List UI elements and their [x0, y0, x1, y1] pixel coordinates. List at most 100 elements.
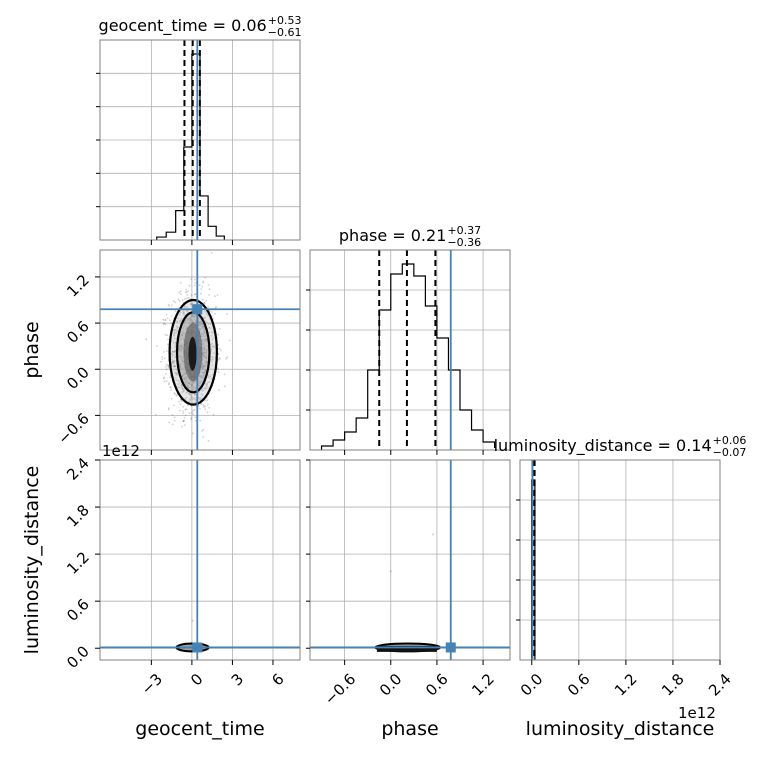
sample-point — [207, 323, 210, 326]
sample-point — [178, 348, 181, 350]
sample-point — [203, 387, 206, 390]
sample-point — [201, 285, 204, 288]
sample-point — [201, 327, 204, 329]
sample-point — [190, 314, 193, 317]
sample-point — [188, 400, 190, 403]
panel-frame-pg — [99, 249, 301, 451]
sample-point — [187, 386, 190, 389]
sample-point — [185, 397, 188, 399]
sample-point — [206, 314, 209, 317]
sample-point — [199, 407, 201, 410]
sample-point — [191, 314, 194, 316]
sample-point — [212, 337, 215, 339]
sample-point — [179, 335, 182, 338]
sample-point — [175, 379, 178, 381]
sample-point — [179, 345, 181, 347]
sample-point — [191, 411, 193, 414]
sample-point — [205, 348, 208, 351]
sample-point — [186, 385, 189, 388]
sample-point — [178, 386, 181, 389]
sample-point — [182, 374, 185, 376]
sample-point — [191, 619, 194, 622]
sample-point — [200, 376, 202, 379]
sample-point — [177, 298, 180, 301]
sample-point — [173, 332, 176, 335]
sample-point — [182, 346, 184, 349]
sample-point — [173, 404, 175, 407]
sample-point — [189, 317, 192, 319]
sample-point — [205, 334, 208, 336]
sample-point — [186, 381, 189, 384]
sample-point — [167, 365, 170, 368]
sample-point — [170, 322, 173, 325]
sample-point — [197, 316, 200, 319]
sample-point — [181, 334, 184, 336]
sample-point — [164, 333, 167, 336]
sample-point — [188, 381, 191, 384]
sample-point — [181, 374, 184, 377]
sample-point — [223, 373, 226, 376]
sample-point — [202, 374, 205, 377]
sample-point — [193, 388, 196, 391]
sample-point — [194, 322, 197, 325]
sample-point — [201, 394, 204, 397]
sample-point — [191, 319, 194, 322]
sample-point — [184, 320, 186, 323]
sample-point — [165, 373, 167, 375]
sample-point — [432, 533, 435, 536]
sample-point — [185, 291, 188, 293]
sample-point — [210, 334, 213, 337]
sample-point — [182, 377, 185, 380]
sample-point — [181, 348, 184, 350]
title-text: geocent_time = 0.06 — [99, 16, 267, 36]
histogram-phase — [320, 263, 496, 450]
sample-point — [186, 391, 189, 393]
sample-point — [203, 331, 206, 334]
sample-point — [205, 360, 208, 362]
sample-point — [167, 364, 170, 367]
sample-point — [179, 319, 182, 321]
sample-point — [206, 399, 209, 401]
sample-point — [184, 373, 187, 376]
sample-point — [204, 371, 207, 374]
sample-point — [179, 365, 181, 368]
sample-point — [197, 324, 200, 327]
sample-point — [187, 387, 190, 390]
sample-point — [188, 382, 190, 385]
sample-point — [200, 335, 203, 337]
sample-point — [198, 323, 200, 326]
sample-point — [202, 326, 204, 329]
x-tick-label: 0 — [187, 670, 206, 689]
sample-point — [172, 300, 175, 303]
sample-point — [194, 278, 196, 281]
sample-point — [193, 316, 196, 319]
sample-point — [207, 284, 210, 286]
sample-point — [210, 251, 213, 254]
sample-point — [173, 420, 176, 422]
sample-point — [177, 317, 179, 320]
sample-point — [185, 288, 187, 291]
sample-point — [202, 365, 204, 367]
sample-point — [200, 325, 203, 328]
sample-point — [182, 361, 185, 364]
sample-point — [201, 339, 204, 342]
density-peak — [188, 336, 197, 371]
sample-point — [189, 386, 191, 389]
sample-point — [182, 327, 185, 329]
x-tick-label: 0.6 — [564, 670, 594, 700]
sample-point — [180, 347, 183, 350]
sample-point — [193, 397, 196, 400]
sample-point — [204, 320, 207, 323]
sample-point — [228, 339, 231, 342]
sample-point — [211, 373, 214, 376]
sample-point — [205, 363, 207, 366]
sample-point — [181, 391, 184, 394]
sample-point — [205, 385, 208, 388]
sample-point — [202, 354, 205, 356]
sample-point — [202, 352, 205, 355]
sample-point — [193, 284, 196, 287]
sample-point — [180, 367, 183, 370]
sample-point — [202, 404, 205, 407]
sample-point — [204, 348, 206, 351]
sample-point — [164, 319, 167, 321]
